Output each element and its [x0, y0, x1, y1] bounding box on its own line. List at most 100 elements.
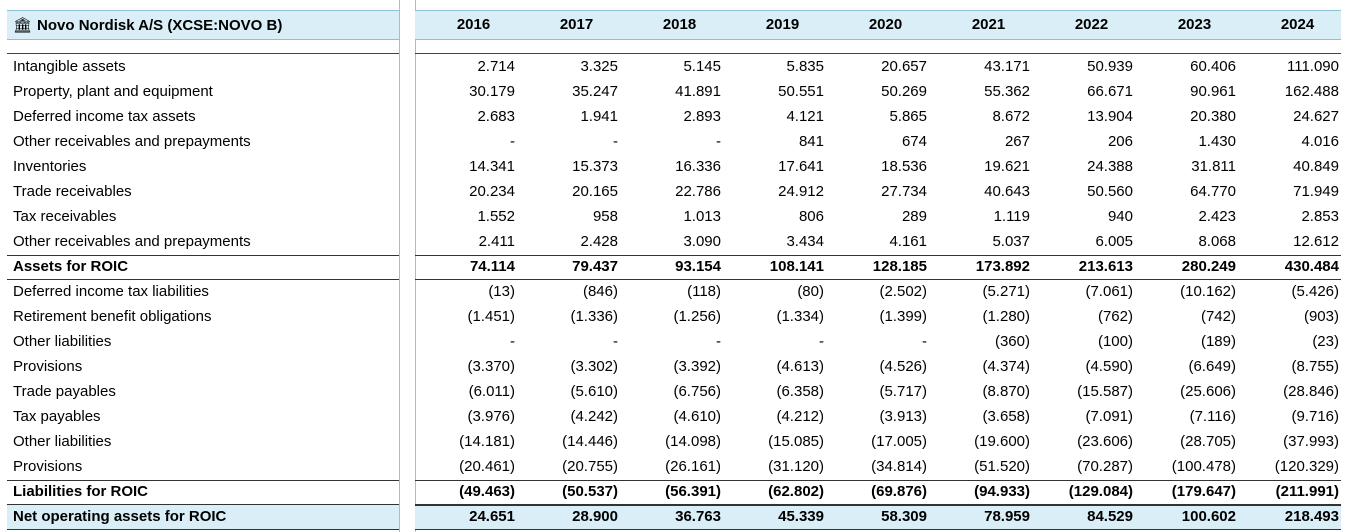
table-row: Property, plant and equipment 30.179 35.24…	[0, 80, 1348, 105]
header-separator	[415, 53, 1341, 54]
cell-value: 289	[901, 208, 927, 225]
cell-value: 40.643	[984, 183, 1030, 200]
cell-value: (179.647)	[1171, 483, 1236, 500]
cell-value: (4.590)	[1085, 358, 1133, 375]
cell-value: (14.098)	[665, 433, 721, 450]
cell-value: (31.120)	[768, 458, 824, 475]
cell-value: (3.302)	[570, 358, 618, 375]
row-label: Tax payables	[13, 408, 101, 425]
row-label: Deferred income tax assets	[13, 108, 196, 125]
cell-value: (100.478)	[1171, 458, 1236, 475]
table-row: Other receivables and prepayments - - - 841 6…	[0, 130, 1348, 155]
year-header: 2021	[971, 16, 1006, 33]
table-title-cell: 🏛 Novo Nordisk A/S (XCSE:NOVO B)	[7, 10, 399, 40]
cell-value: -	[613, 133, 618, 150]
cell-value: -	[510, 133, 515, 150]
table-row: Provisions (20.461) (20.755) (26.161) (31.12…	[0, 455, 1348, 480]
cell-value: 31.811	[1191, 158, 1236, 175]
cell-value: 43.171	[984, 58, 1030, 75]
cell-value: 280.249	[1181, 258, 1236, 275]
table-row: Deferred income tax liabilities (13) (846)…	[0, 280, 1348, 305]
year-header: 2018	[662, 16, 697, 33]
cell-value: (742)	[1200, 308, 1236, 325]
cell-value: 5.835	[786, 58, 824, 75]
bank-icon: 🏛	[13, 17, 33, 34]
cell-value: (118)	[687, 283, 721, 300]
cell-value: (23.606)	[1077, 433, 1133, 450]
column-divider-right	[415, 0, 416, 532]
cell-value: 3.090	[683, 233, 721, 250]
cell-value: 1.119	[993, 208, 1030, 225]
cell-value: 19.621	[984, 158, 1030, 175]
row-label: Intangible assets	[13, 58, 126, 75]
table-row: Trade payables (6.011) (5.610) (6.756) (6.35…	[0, 380, 1348, 405]
cell-value: (19.600)	[974, 433, 1030, 450]
cell-value: 15.373	[572, 158, 618, 175]
year-header: 2017	[559, 16, 594, 33]
cell-value: (5.271)	[982, 283, 1030, 300]
cell-value: 841	[798, 133, 824, 150]
cell-value: 41.891	[675, 83, 721, 100]
year-header: 2016	[456, 16, 491, 33]
header-separator	[7, 53, 399, 54]
row-label: Retirement benefit obligations	[13, 308, 212, 325]
cell-value: (3.392)	[673, 358, 721, 375]
row-label: Trade receivables	[13, 183, 132, 200]
cell-value: (20.461)	[459, 458, 515, 475]
cell-value: (7.116)	[1189, 408, 1236, 425]
row-label: Other liabilities	[13, 333, 112, 350]
cell-value: (4.610)	[673, 408, 721, 425]
cell-value: (5.717)	[879, 383, 927, 400]
cell-value: -	[819, 333, 824, 350]
cell-value: 5.865	[889, 108, 927, 125]
cell-value: 60.406	[1190, 58, 1236, 75]
cell-value: (15.085)	[768, 433, 824, 450]
cell-value: 1.552	[477, 208, 515, 225]
cell-value: (189)	[1200, 333, 1236, 350]
cell-value: (13)	[488, 283, 515, 300]
row-label: Property, plant and equipment	[13, 83, 213, 100]
cell-value: (34.814)	[871, 458, 927, 475]
cell-value: (1.451)	[467, 308, 515, 325]
row-label: Net operating assets for ROIC	[13, 508, 227, 525]
cell-value: (100)	[1097, 333, 1133, 350]
cell-value: 5.145	[683, 58, 721, 75]
row-label: Provisions	[13, 358, 83, 375]
cell-value: (50.537)	[562, 483, 618, 500]
cell-value: 8.672	[992, 108, 1030, 125]
cell-value: (10.162)	[1180, 283, 1236, 300]
cell-value: (26.161)	[665, 458, 721, 475]
cell-value: 3.434	[786, 233, 824, 250]
cell-value: 218.493	[1284, 508, 1339, 525]
cell-value: 71.949	[1293, 183, 1339, 200]
cell-value: 5.037	[992, 233, 1030, 250]
table-row: Tax payables (3.976) (4.242) (4.610) (4.212)…	[0, 405, 1348, 430]
cell-value: (69.876)	[871, 483, 927, 500]
cell-value: 111.090	[1287, 58, 1339, 75]
table-row: Intangible assets 2.714 3.325 5.145 5.835 20.…	[0, 55, 1348, 80]
row-label: Inventories	[13, 158, 87, 175]
cell-value: 30.179	[469, 83, 515, 100]
cell-value: (80)	[797, 283, 824, 300]
cell-value: 93.154	[675, 258, 721, 275]
cell-value: (4.526)	[879, 358, 927, 375]
year-header: 2023	[1177, 16, 1212, 33]
cell-value: 4.161	[889, 233, 927, 250]
cell-value: 162.488	[1284, 83, 1339, 100]
cell-value: 3.325	[580, 58, 618, 75]
cell-value: 2.683	[477, 108, 515, 125]
cell-value: (4.374)	[982, 358, 1030, 375]
cell-value: 66.671	[1087, 83, 1133, 100]
cell-value: (3.658)	[982, 408, 1030, 425]
table-total-row: Net operating assets for ROIC 24.651 28.90…	[0, 505, 1348, 530]
cell-value: 267	[1004, 133, 1030, 150]
cell-value: (62.802)	[768, 483, 824, 500]
cell-value: 20.165	[572, 183, 618, 200]
row-label: Other liabilities	[13, 433, 112, 450]
cell-value: (51.520)	[974, 458, 1030, 475]
cell-value: (14.446)	[562, 433, 618, 450]
cell-value: 20.234	[469, 183, 515, 200]
cell-value: (49.463)	[459, 483, 515, 500]
cell-value: 958	[592, 208, 618, 225]
cell-value: 806	[798, 208, 824, 225]
